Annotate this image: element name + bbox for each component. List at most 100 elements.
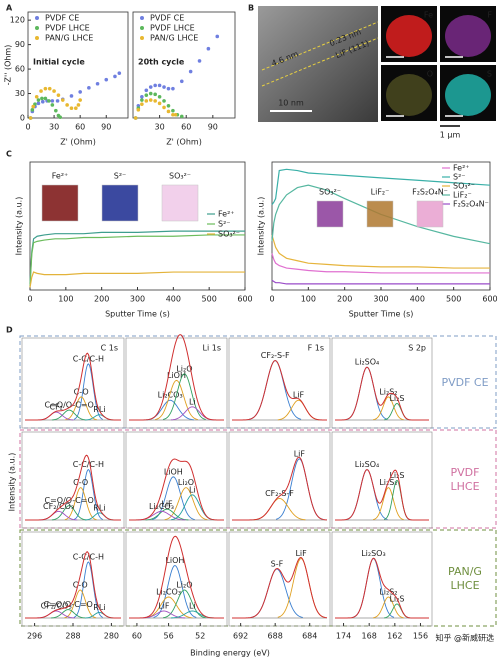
peak-label: LiOH xyxy=(165,556,184,565)
data-point xyxy=(144,99,149,103)
data-point xyxy=(40,96,44,101)
peak-label: CF₂/CO₃ xyxy=(43,502,74,511)
row-frame xyxy=(19,529,497,627)
inset-cube xyxy=(41,184,79,222)
data-point xyxy=(171,108,175,113)
x-tick-label: 60 xyxy=(132,632,142,641)
y-axis-label: -Z'' (Ohm) xyxy=(4,45,13,86)
x-axis-label: Z' (Ohm) xyxy=(60,138,96,147)
column-title: C 1s xyxy=(101,344,118,353)
legend-label: Fe²⁺ xyxy=(218,210,235,219)
peak-label: LiF xyxy=(295,549,307,558)
x-tick-label: 90 xyxy=(208,123,218,132)
fit-envelope xyxy=(128,458,225,521)
data-point xyxy=(153,99,157,103)
data-point xyxy=(34,95,39,99)
data-point xyxy=(39,89,43,93)
data-point xyxy=(157,101,162,106)
peak-label: LiF xyxy=(161,500,173,509)
legend-label: LiF₂⁻ xyxy=(453,191,472,200)
x-tick-label: 600 xyxy=(482,295,497,304)
data-point xyxy=(36,98,41,102)
x-tick-label: 60 xyxy=(75,123,85,132)
peak-label: Li₂CO₃ xyxy=(156,588,181,597)
x-tick-label: 300 xyxy=(373,295,388,304)
peak-label: C-C/C-H xyxy=(73,354,104,363)
legend-label: PAN/G LHCE xyxy=(150,34,198,43)
fitted-peak xyxy=(164,487,208,521)
x-tick-label: 0 xyxy=(269,295,274,304)
data-point xyxy=(87,86,91,90)
data-point xyxy=(188,69,193,74)
series-line xyxy=(29,230,245,284)
peak-label: Li₂CO₃ xyxy=(158,391,183,400)
data-point xyxy=(50,99,55,103)
data-point xyxy=(173,112,178,117)
data-point xyxy=(78,90,82,94)
x-tick-label: 100 xyxy=(58,295,73,304)
data-point xyxy=(166,86,171,91)
x-tick-label: 280 xyxy=(104,632,119,641)
legend-label: SO₃²⁻ xyxy=(453,182,475,191)
y-axis-label: Intensity (a.u.) xyxy=(257,197,266,256)
data-point xyxy=(162,99,166,103)
data-point xyxy=(78,98,82,102)
x-tick-label: 684 xyxy=(302,632,317,641)
x-tick-label: 688 xyxy=(268,632,283,641)
fitted-peak xyxy=(153,564,197,618)
y-tick-label: 90 xyxy=(15,40,25,49)
annotation: SO₃²⁻ xyxy=(169,172,191,181)
inset-cube xyxy=(101,184,139,222)
fitted-peak xyxy=(372,396,404,421)
fitted-peak xyxy=(65,396,98,421)
peak-label: C-O xyxy=(73,581,88,590)
eds-signal xyxy=(445,74,491,116)
series-line xyxy=(271,279,490,285)
fit-envelope xyxy=(334,469,429,521)
peak-label: C-C/C-H xyxy=(73,460,104,469)
peak-label: CF₂/CO₃ xyxy=(41,602,72,611)
data-point xyxy=(65,103,69,107)
data-point xyxy=(43,86,48,91)
legend-marker xyxy=(35,36,39,40)
data-point xyxy=(140,102,144,106)
fit-envelope xyxy=(334,366,429,421)
fitted-peak xyxy=(144,596,193,619)
peak-label: Li xyxy=(189,397,196,406)
fitted-peak xyxy=(51,505,87,521)
eds-label: O xyxy=(427,70,433,79)
annotation: S²⁻ xyxy=(114,172,127,181)
data-point xyxy=(43,96,48,101)
fitted-peak xyxy=(145,508,189,521)
fitted-peak xyxy=(162,589,206,619)
fit-envelope xyxy=(335,557,429,619)
fitted-peak xyxy=(64,589,97,619)
spectrum-cell xyxy=(21,431,125,529)
data-point xyxy=(215,34,220,39)
annotation: SO₃²⁻ xyxy=(319,188,341,197)
fitted-peak xyxy=(250,568,303,618)
peak-label: LiOH xyxy=(167,371,186,380)
fit-envelope xyxy=(25,352,122,421)
row-label: PAN/G LHCE xyxy=(448,565,482,592)
fitted-peak xyxy=(73,363,103,420)
peak-label: Li₂O xyxy=(176,364,192,373)
tem-image xyxy=(258,6,378,122)
spectrum-cell xyxy=(21,337,125,429)
data-point xyxy=(157,83,162,88)
x-tick-label: 0 xyxy=(27,295,32,304)
peak-label: C-O xyxy=(73,478,88,487)
eds-label: F xyxy=(487,11,492,20)
x-tick-label: 288 xyxy=(65,632,80,641)
legend-label: S²⁻ xyxy=(453,173,466,182)
peak-label: Li xyxy=(189,602,196,611)
x-tick-label: 200 xyxy=(337,295,352,304)
legend-marker xyxy=(140,16,144,20)
data-point xyxy=(162,85,166,89)
x-tick-label: 200 xyxy=(94,295,109,304)
peak-label: LiF xyxy=(294,449,306,458)
peak-label: LiOH xyxy=(164,467,183,476)
x-tick-label: 60 xyxy=(181,123,191,132)
x-tick-label: 500 xyxy=(446,295,461,304)
series-line xyxy=(29,234,245,287)
